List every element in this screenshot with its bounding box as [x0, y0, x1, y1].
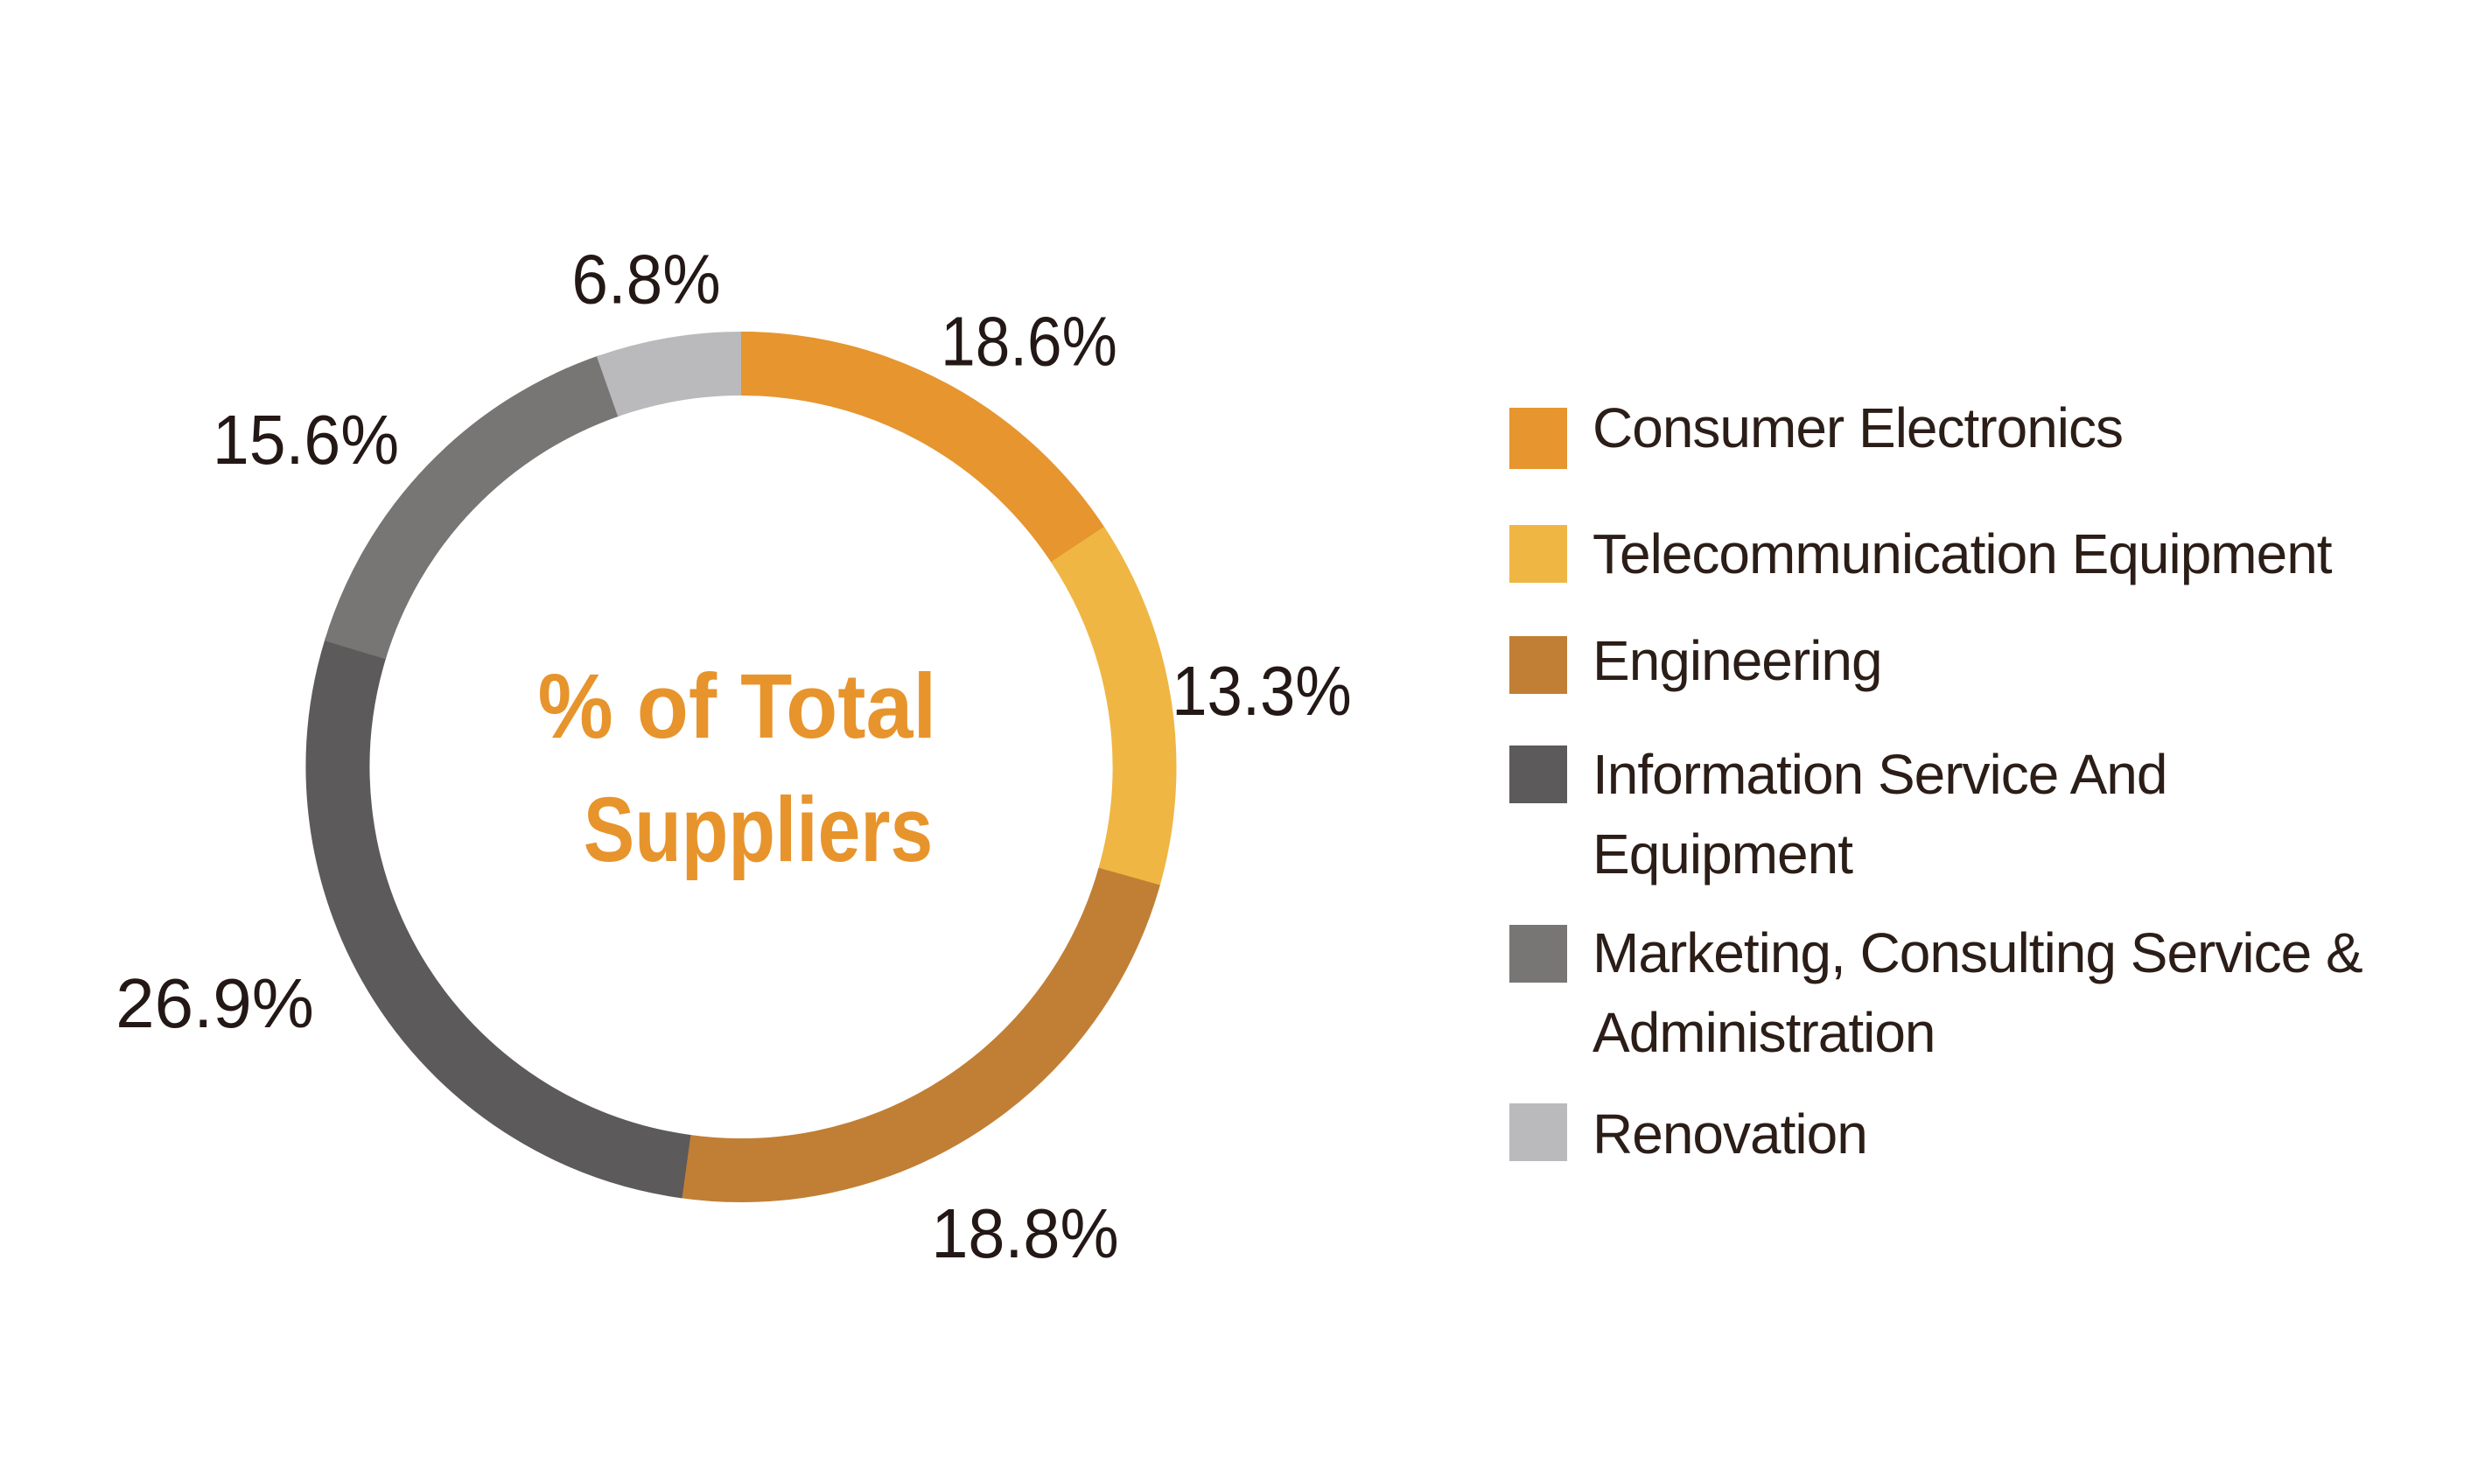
svg-text:Marketing, Consulting Service: Marketing, Consulting Service & [1592, 921, 2362, 984]
svg-text:18.8%: 18.8% [931, 1195, 1118, 1272]
svg-text:6.8%: 6.8% [571, 241, 720, 318]
svg-text:Equipment: Equipment [1592, 822, 1853, 886]
svg-text:Consumer Electronics: Consumer Electronics [1592, 396, 2123, 459]
svg-text:Administration: Administration [1592, 1001, 1936, 1064]
svg-text:Telecommunication Equipment: Telecommunication Equipment [1592, 522, 2333, 585]
svg-text:Engineering: Engineering [1592, 629, 1882, 692]
svg-text:Information Service And: Information Service And [1592, 743, 2166, 806]
svg-text:Suppliers: Suppliers [584, 779, 933, 881]
svg-text:18.6%: 18.6% [941, 303, 1117, 382]
svg-text:Renovation: Renovation [1592, 1102, 1867, 1166]
svg-text:26.9%: 26.9% [116, 964, 314, 1042]
svg-text:15.6%: 15.6% [213, 402, 399, 480]
svg-text:% of Total: % of Total [538, 655, 937, 757]
svg-text:13.3%: 13.3% [1172, 653, 1352, 731]
